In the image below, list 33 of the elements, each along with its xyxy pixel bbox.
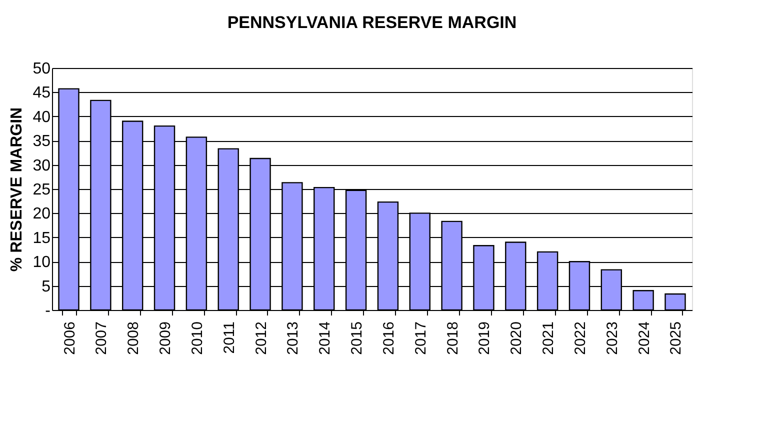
y-tick-label: - <box>45 302 50 320</box>
y-tick-label: 15 <box>32 230 51 247</box>
x-tick-label: 2007 <box>93 322 110 355</box>
x-tick-label: 2016 <box>380 322 398 355</box>
x-tick-label: 2015 <box>348 322 366 355</box>
y-tick-label: 35 <box>32 133 51 150</box>
x-tick-label: 2020 <box>508 322 526 355</box>
y-tick-label: 5 <box>42 278 51 296</box>
x-tick-label: 2018 <box>444 322 462 355</box>
x-tick-label: 2009 <box>157 322 174 355</box>
x-tick-label: 2011 <box>220 322 238 354</box>
x-tick-label: 2025 <box>668 322 685 355</box>
y-tick-label: 45 <box>32 84 51 102</box>
x-tick-label: 2017 <box>412 322 430 355</box>
y-tick-label: 30 <box>32 157 51 174</box>
x-tick-label: 2014 <box>316 322 334 355</box>
x-tick-label: 2024 <box>636 322 653 355</box>
x-tick-label: 2006 <box>61 322 78 355</box>
y-tick-label: 20 <box>32 206 51 223</box>
x-tick-label: 2021 <box>540 322 558 355</box>
y-axis-title: % RESERVE MARGIN <box>8 107 26 272</box>
y-tick-label: 50 <box>32 60 51 78</box>
x-tick-label: 2013 <box>284 322 302 355</box>
y-tick-label: 40 <box>32 108 51 126</box>
x-tick-label: 2022 <box>572 322 589 355</box>
y-tick-label: 10 <box>32 254 51 272</box>
chart-title: PENNSYLVANIA RESERVE MARGIN <box>227 13 517 32</box>
x-tick-label: 2023 <box>604 322 621 355</box>
x-tick-label: 2010 <box>188 322 206 355</box>
x-tick-label: 2019 <box>476 322 494 355</box>
x-tick-label: 2012 <box>252 322 270 355</box>
y-tick-label: 25 <box>32 182 51 198</box>
x-tick-label: 2008 <box>125 322 142 355</box>
